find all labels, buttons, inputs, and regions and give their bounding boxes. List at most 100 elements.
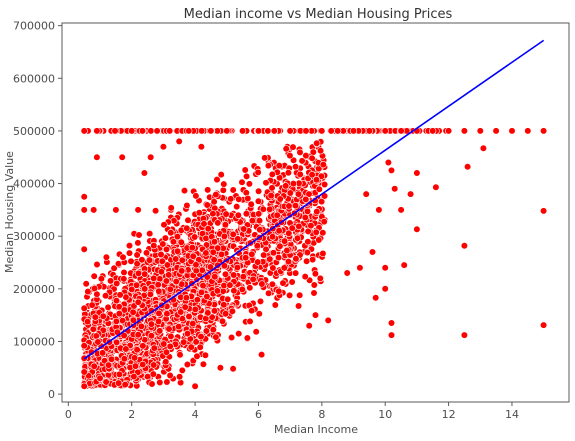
data-point	[286, 127, 294, 135]
data-point	[172, 277, 180, 286]
data-point	[146, 230, 154, 238]
data-point	[134, 239, 142, 247]
data-point	[94, 338, 102, 346]
data-point	[256, 226, 264, 234]
data-point	[80, 193, 88, 201]
data-point	[182, 294, 190, 302]
data-point	[162, 358, 170, 366]
data-point	[82, 280, 90, 288]
data-point	[200, 220, 208, 228]
data-point	[243, 172, 251, 180]
data-point	[266, 255, 274, 263]
data-point	[304, 227, 312, 235]
data-point	[156, 327, 164, 335]
data-point	[115, 310, 123, 318]
data-point	[279, 279, 287, 287]
data-point	[220, 232, 228, 240]
data-point	[302, 195, 310, 203]
data-point	[375, 206, 383, 214]
y-tick-label: 300000	[13, 230, 55, 243]
data-point	[166, 127, 174, 135]
data-point	[276, 242, 284, 250]
data-point	[96, 374, 104, 382]
data-point	[177, 379, 185, 387]
data-point	[288, 278, 296, 286]
data-point	[172, 255, 180, 263]
x-tick-label: 4	[192, 408, 199, 421]
data-point	[161, 234, 169, 242]
data-point	[362, 190, 370, 198]
data-point	[176, 351, 184, 359]
data-point	[120, 268, 128, 277]
data-point	[254, 258, 262, 266]
data-point	[203, 201, 211, 209]
data-point	[313, 139, 321, 147]
data-point	[147, 320, 156, 328]
data-point	[319, 249, 327, 258]
data-point	[280, 264, 288, 272]
data-point	[175, 137, 183, 145]
data-point	[158, 257, 166, 265]
data-point	[229, 230, 237, 238]
data-point	[134, 298, 142, 306]
data-point	[303, 257, 311, 265]
data-point	[302, 152, 310, 160]
data-point	[137, 322, 145, 331]
data-point	[292, 255, 300, 263]
data-point	[80, 245, 88, 253]
data-point	[282, 182, 290, 190]
data-point	[387, 331, 396, 339]
data-point	[282, 145, 290, 153]
data-point	[189, 320, 197, 328]
data-point	[159, 240, 167, 248]
data-point	[97, 275, 105, 283]
data-point	[196, 343, 204, 351]
data-point	[492, 127, 500, 135]
data-point	[191, 305, 199, 314]
data-point	[246, 284, 254, 292]
data-point	[162, 245, 171, 253]
data-point	[202, 327, 210, 335]
data-point	[176, 373, 184, 381]
data-point	[166, 342, 174, 351]
data-point	[220, 180, 228, 188]
data-point	[93, 127, 101, 135]
data-point	[222, 210, 230, 218]
data-point	[150, 361, 158, 369]
data-point	[233, 203, 241, 211]
data-point	[185, 312, 193, 321]
data-point	[106, 277, 115, 285]
data-point	[315, 236, 323, 244]
data-point	[119, 253, 127, 261]
data-point	[460, 127, 469, 135]
data-point	[229, 365, 237, 373]
data-point	[122, 345, 130, 353]
data-point	[113, 279, 121, 288]
data-point	[88, 301, 96, 309]
data-point	[381, 264, 389, 272]
data-point	[238, 178, 246, 186]
data-point	[210, 307, 219, 315]
data-point	[258, 280, 266, 288]
data-point	[255, 187, 263, 195]
data-point	[131, 362, 140, 370]
data-point	[241, 166, 249, 174]
data-point	[305, 190, 313, 198]
data-point	[169, 238, 177, 246]
data-point	[213, 176, 221, 184]
data-point	[508, 127, 516, 135]
data-point	[183, 330, 192, 338]
data-point	[238, 285, 246, 294]
data-point	[295, 302, 303, 310]
data-point	[201, 351, 209, 359]
data-point	[210, 238, 219, 246]
data-point	[254, 168, 262, 176]
data-point	[248, 250, 256, 258]
x-tick-label: 6	[255, 408, 262, 421]
data-point	[228, 333, 236, 342]
data-point	[111, 127, 119, 135]
data-point	[321, 180, 329, 189]
data-point	[267, 192, 275, 200]
data-point	[163, 261, 171, 269]
data-point	[292, 163, 300, 171]
